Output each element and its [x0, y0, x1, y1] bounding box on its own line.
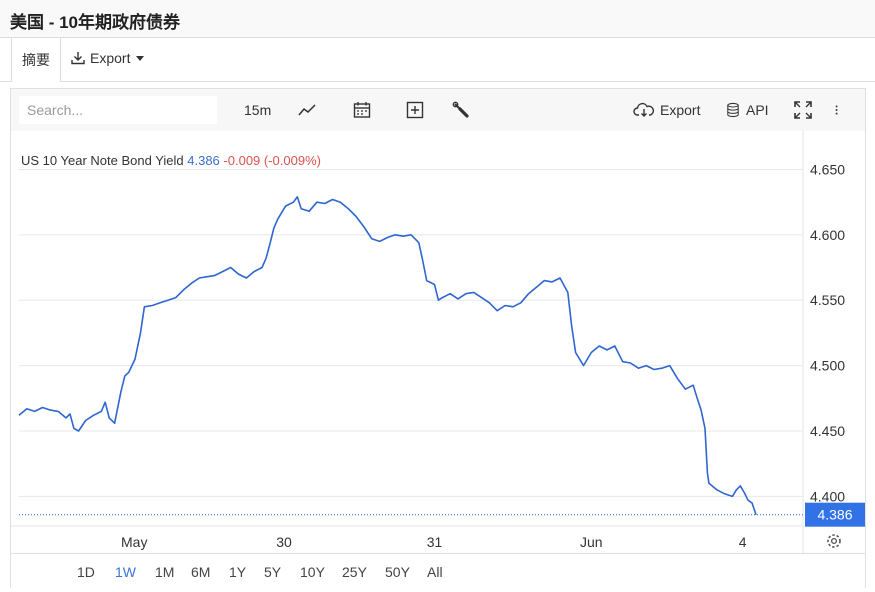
symbol-search-input[interactable] [19, 96, 217, 124]
y-tick-label: 4.450 [810, 423, 845, 439]
range-button-1d[interactable]: 1D [77, 564, 95, 580]
y-tick-label: 4.650 [810, 161, 845, 177]
more-icon [835, 105, 838, 115]
x-tick-label: 4 [739, 534, 747, 550]
download-icon [71, 52, 85, 65]
time-range-bar: 1D 1W 1M 6M 1Y 5Y 10Y 25Y 50Y All [11, 553, 865, 588]
range-button-5y[interactable]: 5Y [264, 564, 282, 580]
legend-last-value: 4.386 [187, 153, 220, 168]
y-tick-label: 4.500 [810, 358, 845, 374]
page-title: 美国 - 10年期政府债券 [10, 13, 181, 32]
api-label: API [746, 102, 769, 118]
range-button-10y[interactable]: 10Y [300, 564, 325, 580]
fullscreen-button[interactable] [793, 89, 813, 131]
legend-change: -0.009 (-0.009%) [223, 153, 321, 168]
x-tick-label: 30 [276, 534, 292, 550]
export-menu-button[interactable]: Export [70, 50, 145, 66]
tab-summary[interactable]: 摘要 [11, 38, 61, 82]
range-button-1y[interactable]: 1Y [229, 564, 247, 580]
y-tick-label: 4.400 [810, 488, 845, 504]
add-indicator-icon [406, 101, 424, 119]
last-value-label: 4.386 [817, 507, 852, 523]
interval-label: 15m [244, 102, 272, 118]
range-button-1m[interactable]: 1M [155, 564, 175, 580]
range-button-25y[interactable]: 25Y [342, 564, 367, 580]
range-button-6m[interactable]: 6M [191, 564, 211, 580]
settings-tools-button[interactable] [451, 89, 471, 131]
y-tick-label: 4.600 [810, 227, 845, 243]
api-button[interactable]: API [725, 89, 769, 131]
toolbar-export-label: Export [660, 102, 701, 118]
range-button-all[interactable]: All [427, 564, 443, 580]
last-value-badge [805, 502, 865, 527]
range-button-50y[interactable]: 50Y [385, 564, 410, 580]
page-header: 美国 - 10年期政府债券 [0, 0, 875, 38]
x-tick-label: 31 [427, 534, 443, 550]
caret-down-icon [136, 55, 145, 61]
chart-type-button[interactable] [297, 89, 317, 131]
x-tick-label: Jun [580, 534, 603, 550]
x-tick-label: May [121, 534, 147, 550]
series-legend: US 10 Year Note Bond Yield 4.386 -0.009 … [21, 153, 321, 168]
more-options-button[interactable] [833, 89, 845, 131]
chart-settings-gear-icon[interactable] [827, 534, 841, 548]
legend-series-name: US 10 Year Note Bond Yield [21, 153, 184, 168]
toolbar-export-button[interactable]: Export [633, 89, 700, 131]
wrench-icon [452, 101, 469, 118]
database-icon [727, 102, 739, 118]
tab-bar: 摘要 Export [0, 38, 875, 82]
chart-toolbar: 15m [11, 89, 865, 131]
date-range-button[interactable] [352, 89, 372, 131]
price-chart[interactable]: 4.400 4.450 4.500 4.550 4.600 4.650 May 30 31 Jun… [11, 131, 865, 553]
line-chart-icon [298, 104, 316, 116]
cloud-download-icon [633, 102, 655, 117]
add-indicator-button[interactable] [405, 89, 425, 131]
export-menu-label: Export [90, 50, 131, 66]
interval-button[interactable]: 15m [244, 89, 271, 131]
chart-widget: 15m [10, 88, 866, 588]
y-tick-label: 4.550 [810, 292, 845, 308]
fullscreen-icon [794, 101, 812, 119]
calendar-icon [353, 102, 371, 118]
series-line [18, 196, 757, 515]
plot-area[interactable]: 4.400 4.450 4.500 4.550 4.600 4.650 May 30 31 Jun… [11, 131, 865, 553]
range-button-1w[interactable]: 1W [115, 564, 136, 580]
